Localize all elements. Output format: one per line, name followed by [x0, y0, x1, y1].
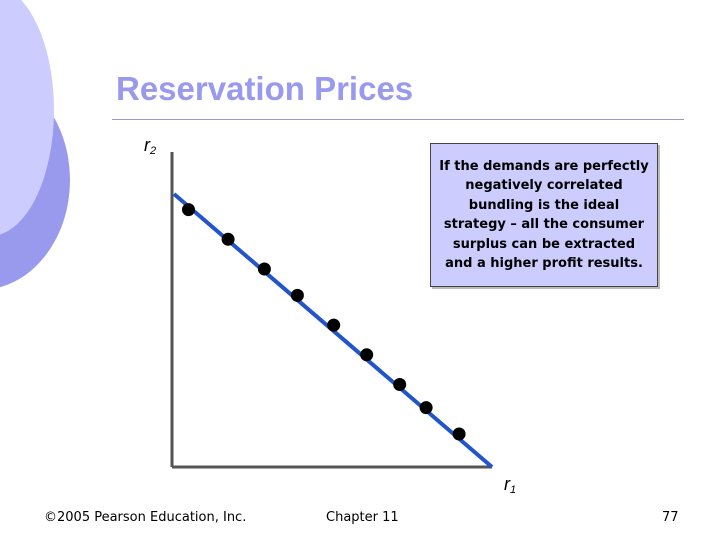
- consumer-points: [182, 203, 466, 441]
- consumer-point-6: [360, 348, 374, 362]
- axes: [170, 152, 492, 469]
- consumer-point-3: [257, 262, 271, 276]
- consumer-point-4: [290, 288, 304, 302]
- y-axis-subscript: 2: [149, 145, 156, 157]
- y-axis-label: r2: [144, 135, 156, 157]
- bundling-note-text: If the demands are perfectly negatively …: [439, 158, 649, 272]
- consumer-point-8: [419, 401, 433, 415]
- consumer-point-7: [393, 378, 407, 391]
- consumer-point-9: [452, 427, 466, 441]
- consumer-point-1: [182, 203, 195, 217]
- x-axis-label: r1: [504, 474, 516, 496]
- footer-copyright: ©2005 Pearson Education, Inc.: [44, 510, 247, 525]
- slide-title: Reservation Prices: [116, 70, 414, 107]
- corner-decoration: [0, 0, 70, 288]
- footer-page-number: 77: [662, 510, 679, 525]
- consumer-point-5: [327, 318, 341, 332]
- footer-chapter: Chapter 11: [326, 510, 399, 525]
- decoration-circle-light: [0, 0, 54, 235]
- x-axis-subscript: 1: [510, 484, 516, 496]
- consumer-point-2: [221, 232, 235, 246]
- bundling-note: If the demands are perfectly negatively …: [430, 143, 658, 287]
- title-underline: [112, 119, 684, 120]
